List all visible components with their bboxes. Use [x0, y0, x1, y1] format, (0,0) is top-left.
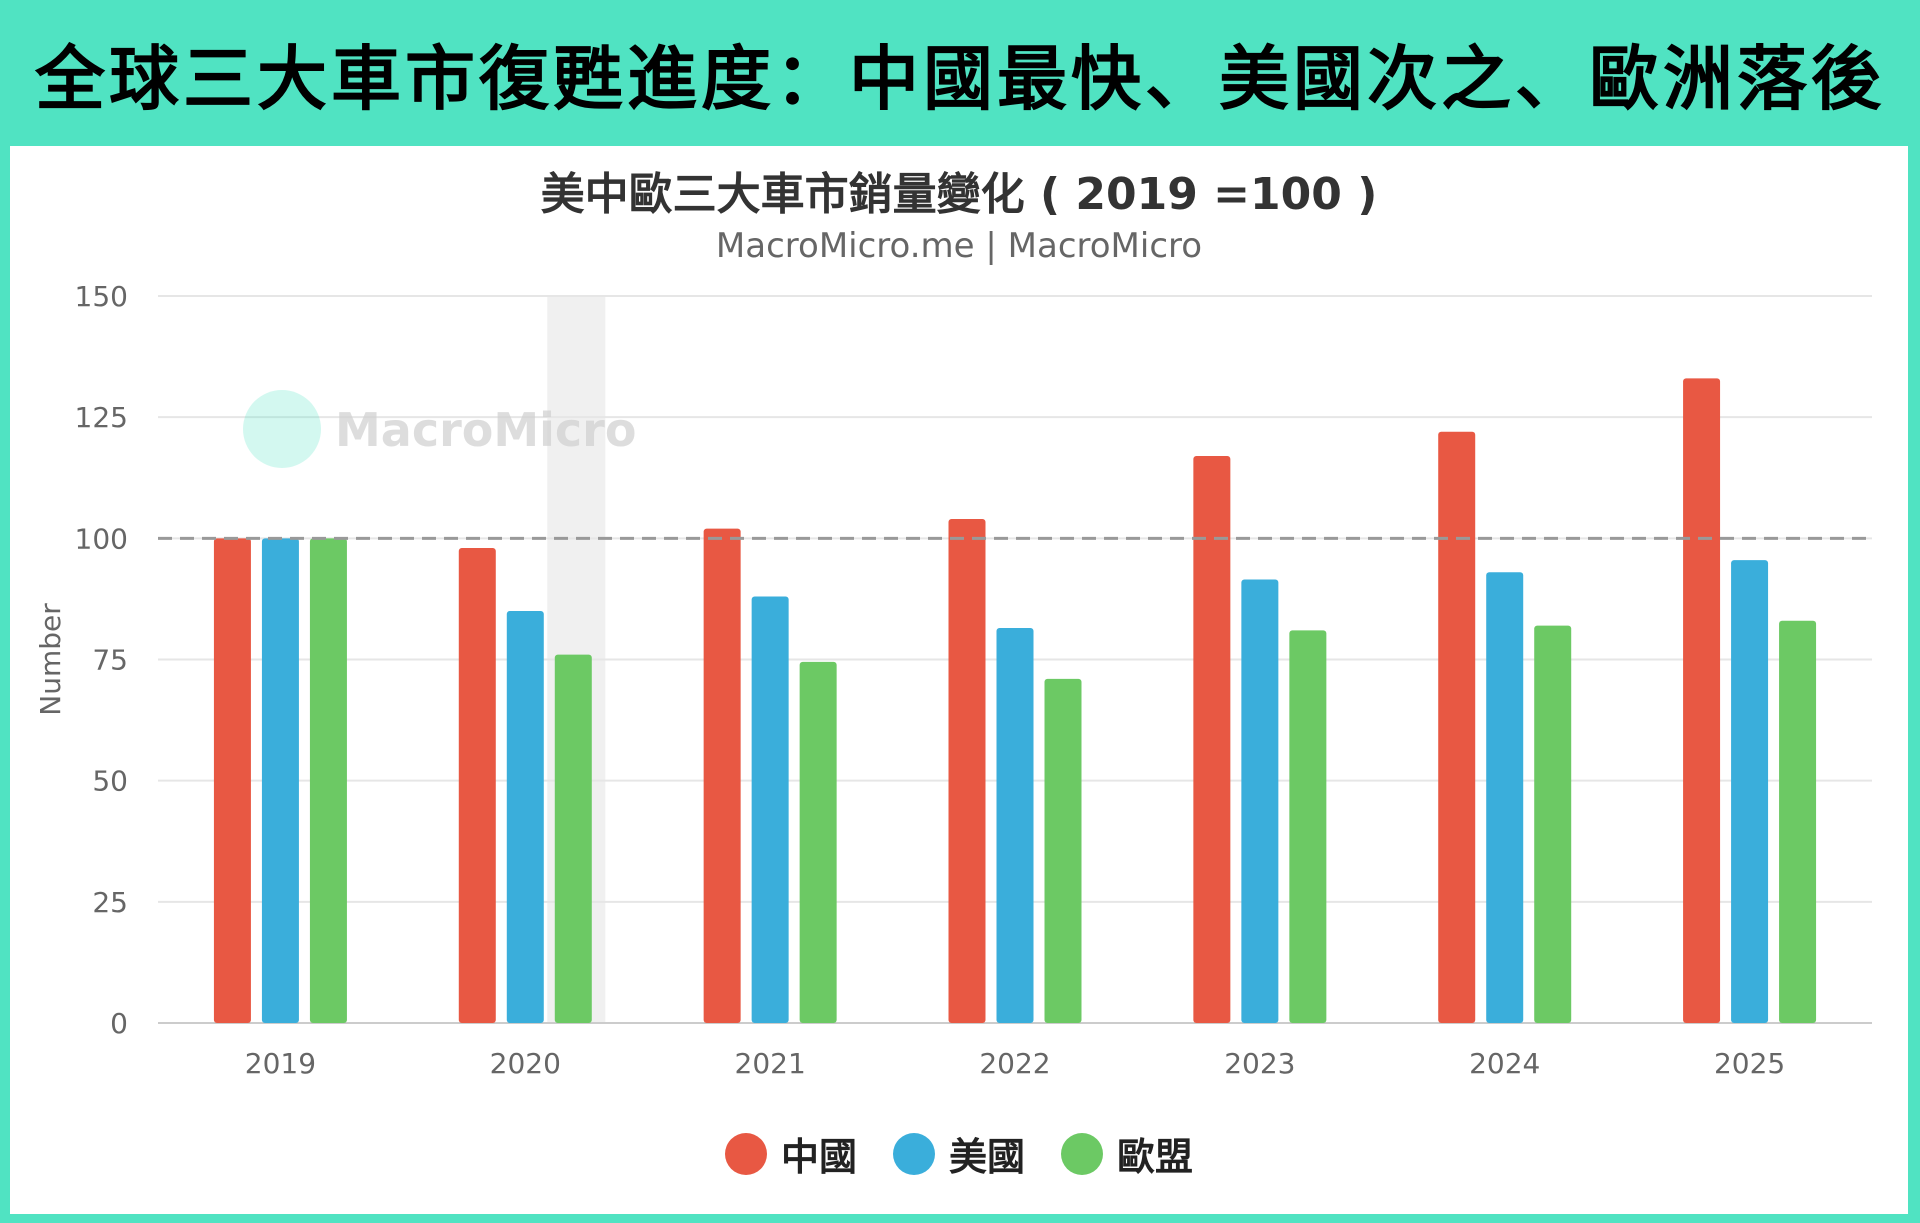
bar-歐盟-2020	[554, 654, 592, 1023]
y-tick-label: 125	[75, 401, 128, 434]
x-tick-label: 2024	[1469, 1047, 1540, 1080]
bar-美國-2023	[1241, 579, 1279, 1023]
bar-chart: 0 25 50 75 100 125 150 Number MacroMicro 2019 2020…	[34, 280, 1872, 1080]
legend-label-china: 中國	[780, 1135, 857, 1179]
x-tick-label: 2021	[735, 1047, 806, 1080]
x-tick-label: 2020	[490, 1047, 561, 1080]
legend-dot-us	[892, 1132, 935, 1175]
bar-歐盟-2024	[1534, 625, 1572, 1023]
bar-歐盟-2023	[1289, 630, 1327, 1023]
bar-美國-2019	[261, 538, 299, 1023]
legend-dot-china	[724, 1132, 767, 1175]
legend: 中國 美國 歐盟	[10, 1126, 1908, 1181]
y-tick-label: 75	[92, 644, 128, 677]
bar-歐盟-2022	[1044, 678, 1082, 1023]
y-tick-label: 0	[110, 1007, 128, 1040]
bar-歐盟-2019	[309, 538, 347, 1023]
bar-歐盟-2021	[799, 661, 837, 1023]
bar-中國-2021	[703, 528, 741, 1023]
y-tick-label: 150	[75, 280, 128, 313]
bar-中國-2022	[948, 518, 986, 1023]
legend-label-us: 美國	[948, 1135, 1025, 1179]
watermark-text: MacroMicro	[335, 403, 636, 457]
bar-美國-2021	[751, 596, 789, 1023]
bar-中國-2023	[1193, 455, 1231, 1023]
legend-item-us[interactable]: 美國	[892, 1126, 1025, 1181]
banner-title: 全球三大車市復甦進度：中國最快、美國次之、歐洲落後	[35, 37, 1885, 120]
chart-panel: 0 25 50 75 100 125 150 Number MacroMicro 2019 2020…	[10, 146, 1908, 1214]
banner: 全球三大車市復甦進度：中國最快、美國次之、歐洲落後	[0, 0, 1920, 146]
bar-中國-2019	[213, 538, 251, 1023]
legend-label-eu: 歐盟	[1117, 1135, 1194, 1179]
x-tick-label: 2023	[1224, 1047, 1295, 1080]
y-axis-label: Number	[34, 603, 67, 716]
y-tick-label: 100	[75, 522, 128, 555]
y-tick-label: 50	[92, 765, 128, 798]
x-tick-label: 2025	[1714, 1047, 1785, 1080]
bar-中國-2020	[458, 548, 496, 1023]
bar-美國-2020	[506, 611, 544, 1023]
watermark-logo-icon	[243, 390, 321, 468]
x-tick-label: 2019	[245, 1047, 316, 1080]
x-tick-label: 2022	[979, 1047, 1050, 1080]
y-tick-label: 25	[92, 886, 128, 919]
chart-title: 美中歐三大車市銷量變化 ( 2019 =100 )	[540, 169, 1378, 220]
bar-美國-2024	[1486, 572, 1524, 1023]
legend-dot-eu	[1061, 1132, 1103, 1175]
bar-美國-2022	[996, 627, 1034, 1023]
bar-美國-2025	[1731, 560, 1769, 1023]
legend-item-china[interactable]: 中國	[724, 1126, 857, 1181]
legend-item-eu[interactable]: 歐盟	[1061, 1126, 1193, 1181]
chart-subtitle: MacroMicro.me | MacroMicro	[715, 226, 1203, 266]
bar-歐盟-2025	[1779, 620, 1817, 1023]
bar-中國-2025	[1683, 378, 1721, 1023]
bar-中國-2024	[1438, 431, 1476, 1023]
